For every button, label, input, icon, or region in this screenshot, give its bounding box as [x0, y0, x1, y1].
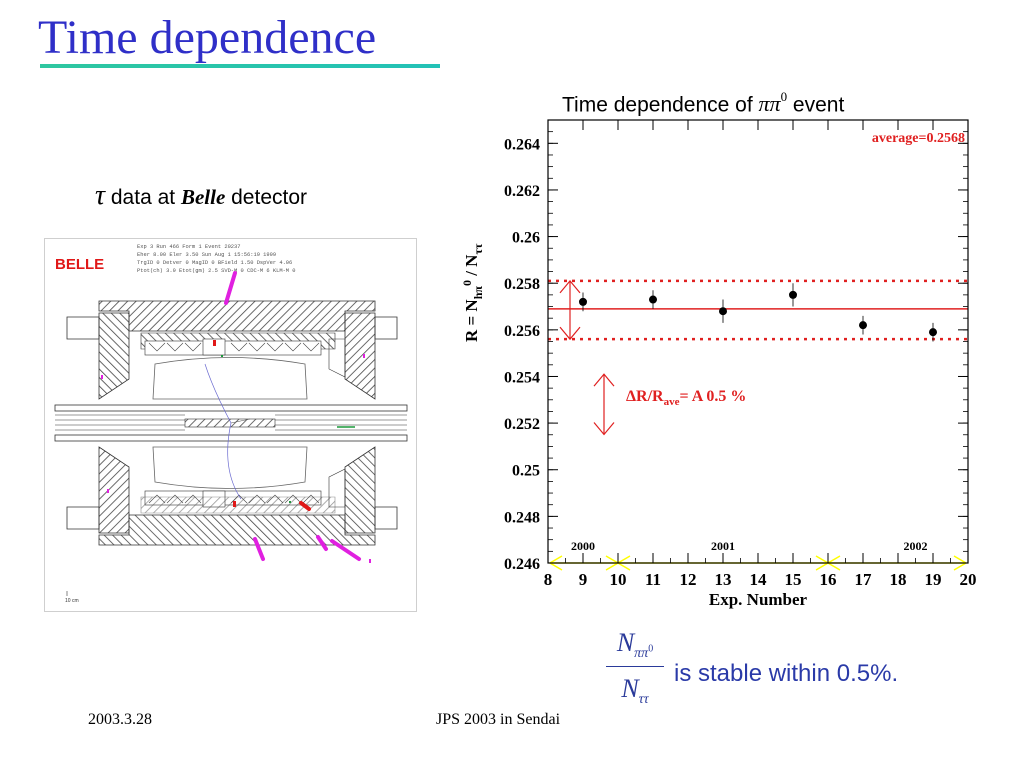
chart-caption-prefix: Time dependence of: [562, 93, 753, 117]
ratio-numerator: Nππ0: [604, 628, 666, 662]
ratio-den-sub: ττ: [638, 692, 649, 708]
y-tick-label: 0.262: [504, 183, 540, 200]
scale-label: 10 cm: [65, 598, 79, 604]
ratio-num-sub: ππ0: [634, 643, 654, 662]
data-point: [719, 307, 727, 316]
belle-logo: BELLE: [55, 256, 104, 273]
x-tick-label: 13: [715, 570, 732, 589]
chart-caption: Time dependence of ππ0 event: [562, 86, 844, 118]
event-info-line: Exp 3 Run 466 Form 1 Event 20237: [137, 244, 241, 250]
x-tick-label: 20: [960, 570, 977, 589]
tau-symbol: τ: [95, 180, 106, 211]
y-tick-label: 0.252: [504, 416, 540, 433]
x-tick-label: 17: [855, 570, 873, 589]
y-tick-label: 0.258: [504, 276, 540, 293]
slide-title: Time dependence: [38, 11, 377, 64]
data-point: [649, 295, 657, 304]
chart-caption-math: ππ0: [758, 89, 788, 117]
y-axis-title: R = Nhπ0 / Nττ: [460, 243, 485, 342]
x-axis-title: Exp. Number: [709, 590, 808, 609]
y-tick-label: 0.254: [504, 369, 540, 386]
footer-conference: JPS 2003 in Sendai: [436, 711, 561, 728]
event-info-line: Ptot(ch) 3.9 Etot(gm) 2.5 SVD-M 0 CDC-M …: [137, 268, 296, 274]
x-tick-label: 9: [579, 570, 588, 589]
delta-arrow: [593, 373, 615, 436]
event-display: BELLE Exp 3 Run 466 Form 1 Event 20237 E…: [44, 238, 417, 612]
band-arrow-head: [559, 279, 581, 294]
ratio-num-sup: 0: [648, 643, 654, 655]
x-tick-label: 11: [645, 570, 661, 589]
y-axis-ticks: 0.246 0.248 0.25 0.252 0.254 0.256 0.258 0.26 0.…: [504, 119, 968, 573]
x-tick-label: 8: [544, 570, 553, 589]
data-points: [579, 283, 937, 342]
average-label: average=0.2568: [872, 131, 965, 146]
x-tick-label: 19: [925, 570, 942, 589]
footer-date: 2003.3.28: [88, 711, 152, 728]
average-band: [548, 279, 968, 341]
event-display-figure: BELLE Exp 3 Run 466 Form 1 Event 20237 E…: [54, 244, 408, 604]
delta-arrow-head: [593, 422, 615, 436]
data-point: [859, 321, 867, 330]
tau-caption-text2: detector: [231, 186, 308, 209]
year-label: 2000: [571, 539, 595, 553]
band-arrow: [559, 279, 581, 341]
x-tick-label: 18: [890, 570, 907, 589]
x-tick-label: 15: [785, 570, 802, 589]
y-tick-label: 0.25: [512, 463, 540, 480]
chart-caption-suffix: event: [792, 93, 845, 117]
ratio-num-sub-text: ππ: [634, 646, 649, 662]
ratio-num-letter: N: [616, 628, 635, 657]
delta-arrow-head: [593, 373, 615, 387]
event-info-line: TrgID 0 Detver 0 MagID 0 BField 1.50 Dsp…: [137, 260, 292, 266]
y-tick-label: 0.264: [504, 136, 540, 153]
data-point: [579, 297, 587, 306]
tau-caption: τ data at Belle detector: [95, 182, 307, 212]
year-label: 2002: [904, 539, 928, 553]
data-point: [929, 328, 937, 337]
x-tick-label: 16: [820, 570, 837, 589]
chart-caption-math-symbol: ππ: [758, 91, 781, 117]
fraction-bar: [606, 666, 664, 667]
ratio-denominator: Nττ: [604, 674, 666, 708]
y-tick-label: 0.256: [504, 323, 540, 340]
tau-caption-belle: Belle: [180, 185, 226, 209]
y-tick-label: 0.26: [512, 230, 540, 247]
chart-caption-math-sup: 0: [780, 89, 788, 104]
y-tick-label: 0.248: [504, 509, 540, 526]
year-label: 2001: [711, 539, 735, 553]
title-underline: [40, 64, 440, 68]
x-tick-label: 10: [610, 570, 627, 589]
ratio-statement: is stable within 0.5%.: [674, 660, 899, 687]
band-arrow-head: [559, 326, 581, 341]
data-point: [789, 290, 797, 299]
tau-caption-text1: data at: [110, 186, 176, 209]
delta-label: ΔR/Rave= A 0.5 %: [626, 388, 746, 408]
chart: 2000 2001 2002 0.2460.2480.250.2520.2540.2…: [460, 119, 977, 609]
event-info-line: Eher 8.00 Eler 3.50 Sun Aug 1 15:56:19 1…: [137, 252, 276, 258]
plot-frame: [547, 119, 969, 564]
x-tick-label: 14: [750, 570, 768, 589]
detector-drawing: [54, 271, 408, 563]
y-tick-label: 0.246: [504, 556, 540, 573]
event-info: Exp 3 Run 466 Form 1 Event 20237 Eher 8.…: [137, 244, 296, 274]
ratio-den-letter: N: [621, 674, 639, 703]
ratio-fraction: Nππ0 Nττ: [604, 628, 666, 708]
x-axis-ticks: 8 9 10 11 12 13 14 15 16 17 18 19 20: [544, 120, 977, 589]
x-tick-label: 12: [680, 570, 697, 589]
